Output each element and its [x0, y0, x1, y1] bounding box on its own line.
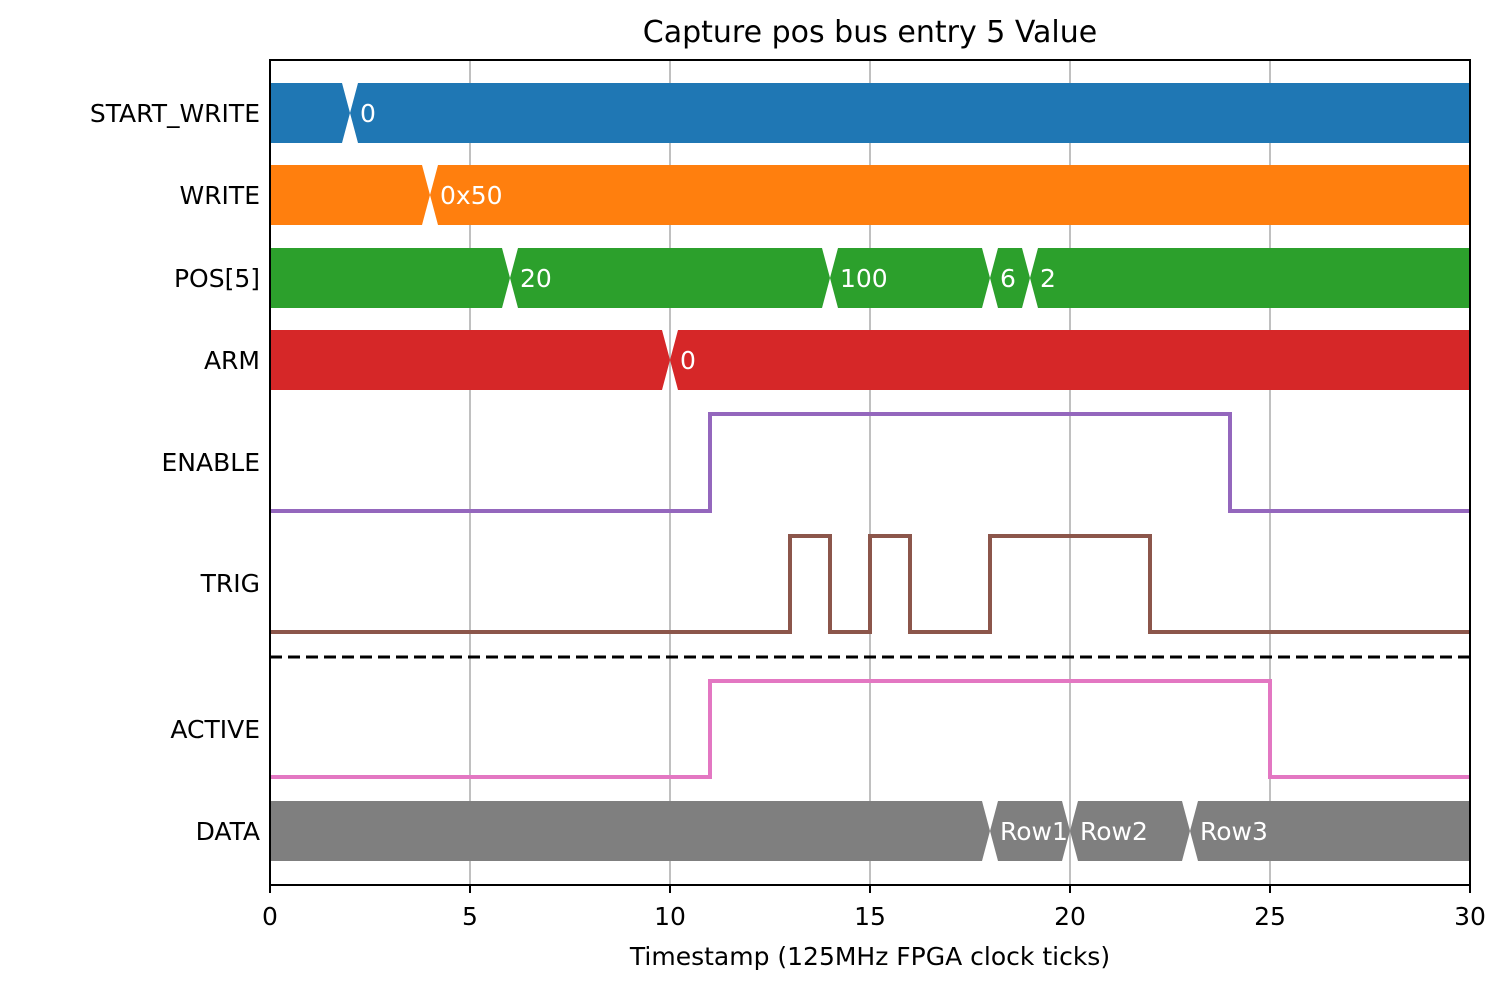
bus-segment-arm-1	[670, 330, 1470, 390]
bus-value-data-2: Row2	[1080, 817, 1148, 846]
bus-segment-start-write-1	[350, 83, 1470, 143]
x-axis-label: Timestamp (125MHz FPGA clock ticks)	[629, 942, 1110, 971]
x-tick-label-5: 5	[462, 902, 478, 931]
bus-segment-pos-5-0	[270, 248, 510, 308]
chart-title: Capture pos bus entry 5 Value	[643, 15, 1097, 50]
signal-label-trig: TRIG	[200, 569, 260, 598]
x-tick-label-25: 25	[1254, 902, 1286, 931]
bus-segment-data-1	[990, 801, 1070, 861]
signal-label-data: DATA	[196, 817, 260, 846]
signal-label-start-write: START_WRITE	[90, 99, 260, 128]
bus-segment-write-0	[270, 165, 430, 225]
signal-label-arm: ARM	[204, 346, 260, 375]
x-tick-label-0: 0	[262, 902, 278, 931]
bus-value-pos-5-1: 20	[520, 264, 552, 293]
bus-segment-pos-5-1	[510, 248, 830, 308]
signal-label-active: ACTIVE	[170, 715, 260, 744]
bus-value-data-1: Row1	[1000, 817, 1068, 846]
bit-trace-active	[270, 679, 1470, 779]
x-tick-label-15: 15	[854, 902, 886, 931]
x-tick-label-20: 20	[1054, 902, 1086, 931]
signal-label-pos-5: POS[5]	[174, 264, 260, 293]
bit-trace-trig	[270, 534, 1470, 634]
bus-value-pos-5-2: 100	[840, 264, 888, 293]
bus-segment-data-3	[1190, 801, 1470, 861]
bus-value-data-3: Row3	[1200, 817, 1268, 846]
bus-segment-start-write-0	[270, 83, 350, 143]
bus-segment-arm-0	[270, 330, 670, 390]
signal-labels: START_WRITE WRITE POS[5] ARM ENABLE TRIG ACTIV…	[90, 99, 260, 846]
signal-label-write: WRITE	[179, 181, 260, 210]
bus-value-pos-5-3: 6	[1000, 264, 1016, 293]
x-axis-ticks: 0 5 10 15 20 25 30	[262, 885, 1486, 931]
bus-value-pos-5-4: 2	[1040, 264, 1056, 293]
bus-segment-data-0	[270, 801, 990, 861]
bus-segment-write-1	[430, 165, 1470, 225]
x-tick-label-30: 30	[1454, 902, 1486, 931]
bus-segment-data-2	[1070, 801, 1190, 861]
bus-segment-pos-5-2	[830, 248, 990, 308]
signal-label-enable: ENABLE	[162, 448, 260, 477]
bus-segment-pos-5-4	[1030, 248, 1470, 308]
bit-trace-enable	[270, 412, 1470, 513]
bus-value-start-write-1: 0	[360, 99, 376, 128]
bus-segment-pos-5-3	[990, 248, 1030, 308]
bus-value-write-1: 0x50	[440, 181, 503, 210]
bus-value-arm-1: 0	[680, 346, 696, 375]
x-tick-label-10: 10	[654, 902, 686, 931]
